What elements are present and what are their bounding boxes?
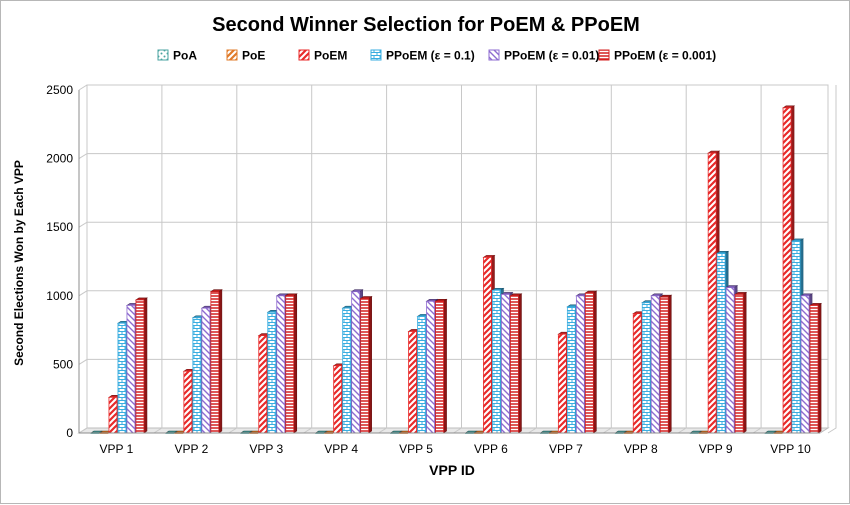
x-tick-label: VPP 5: [399, 442, 433, 456]
legend-label: PoE: [242, 49, 265, 63]
gridline-x: [378, 85, 388, 434]
y-tick-label: 0: [66, 426, 73, 440]
legend-item-2: PoE: [226, 49, 265, 63]
gridline-x: [453, 85, 462, 434]
x-tick-label: VPP 4: [324, 442, 358, 456]
bar-6-5: [434, 298, 448, 434]
bar-6-10: [809, 302, 823, 434]
legend-swatch: [370, 49, 382, 61]
legend-label: PoA: [173, 49, 197, 63]
bar-6-7: [584, 290, 598, 434]
bar-6-6: [509, 293, 523, 434]
gridline-x: [528, 85, 537, 434]
bar-6-2: [209, 289, 223, 434]
x-axis-title: VPP ID: [429, 462, 475, 478]
chart-title: Second Winner Selection for PoEM & PPoEM: [212, 14, 640, 36]
gridline-x: [153, 85, 163, 434]
x-tick-label: VPP 3: [249, 442, 283, 456]
gridline-x: [603, 85, 612, 434]
gridline-y: [78, 84, 828, 91]
legend-item-6: PPoEM (ε = 0.001): [598, 49, 716, 63]
bar-6-3: [284, 293, 298, 434]
y-tick-label: 2500: [46, 83, 73, 97]
y-tick-label: 2000: [46, 152, 73, 166]
gridline-x: [827, 85, 837, 434]
y-tick-label: 1000: [46, 289, 73, 303]
x-tick-label: VPP 2: [174, 442, 208, 456]
legend-swatch: [157, 49, 169, 61]
gridline-x: [228, 85, 238, 434]
legend-label: PPoEM (ε = 0.01): [504, 49, 599, 63]
y-tick-label: 1500: [46, 220, 73, 234]
legend-item-3: PoEM: [298, 49, 347, 63]
legend-label: PoEM: [314, 49, 347, 63]
gridline-x: [677, 85, 687, 434]
x-tick-label: VPP 6: [474, 442, 508, 456]
bar-6-9: [734, 291, 748, 434]
x-tick-label: VPP 9: [699, 442, 733, 456]
gridline-x: [303, 85, 313, 434]
legend-item-1: PoA: [157, 49, 197, 63]
legend-label: PPoEM (ε = 0.1): [386, 49, 475, 63]
legend-swatch: [598, 49, 610, 61]
bar-6-8: [659, 294, 673, 434]
gridline-x: [78, 85, 88, 434]
legend-item-5: PPoEM (ε = 0.01): [488, 49, 599, 63]
legend-swatch: [298, 49, 310, 61]
legend-label: PPoEM (ε = 0.001): [614, 49, 716, 63]
legend-swatch: [226, 49, 238, 61]
x-tick-label: VPP 7: [549, 442, 583, 456]
gridline-x: [752, 85, 762, 434]
chart-bars: [89, 105, 823, 434]
chart-axes: VPP 1 VPP 2 VPP 3 VPP 4 VPP 5 VPP 6 VPP 7 VPP 8…: [78, 90, 820, 456]
x-tick-label: VPP 1: [100, 442, 134, 456]
legend-item-4: PPoEM (ε = 0.1): [370, 49, 475, 63]
y-axis-title: Second Elections Won by Each VPP: [12, 160, 26, 366]
bar-6-4: [359, 295, 373, 434]
x-tick-label: VPP 8: [624, 442, 658, 456]
bar-6-1: [134, 297, 148, 434]
chart-legend: PoA PoE PoEM PPoEM (ε = 0.1) PPoEM (ε = 0.01…: [157, 49, 716, 63]
x-tick-label: VPP 10: [770, 442, 811, 456]
y-tick-label: 500: [53, 357, 73, 371]
legend-swatch: [488, 49, 500, 61]
